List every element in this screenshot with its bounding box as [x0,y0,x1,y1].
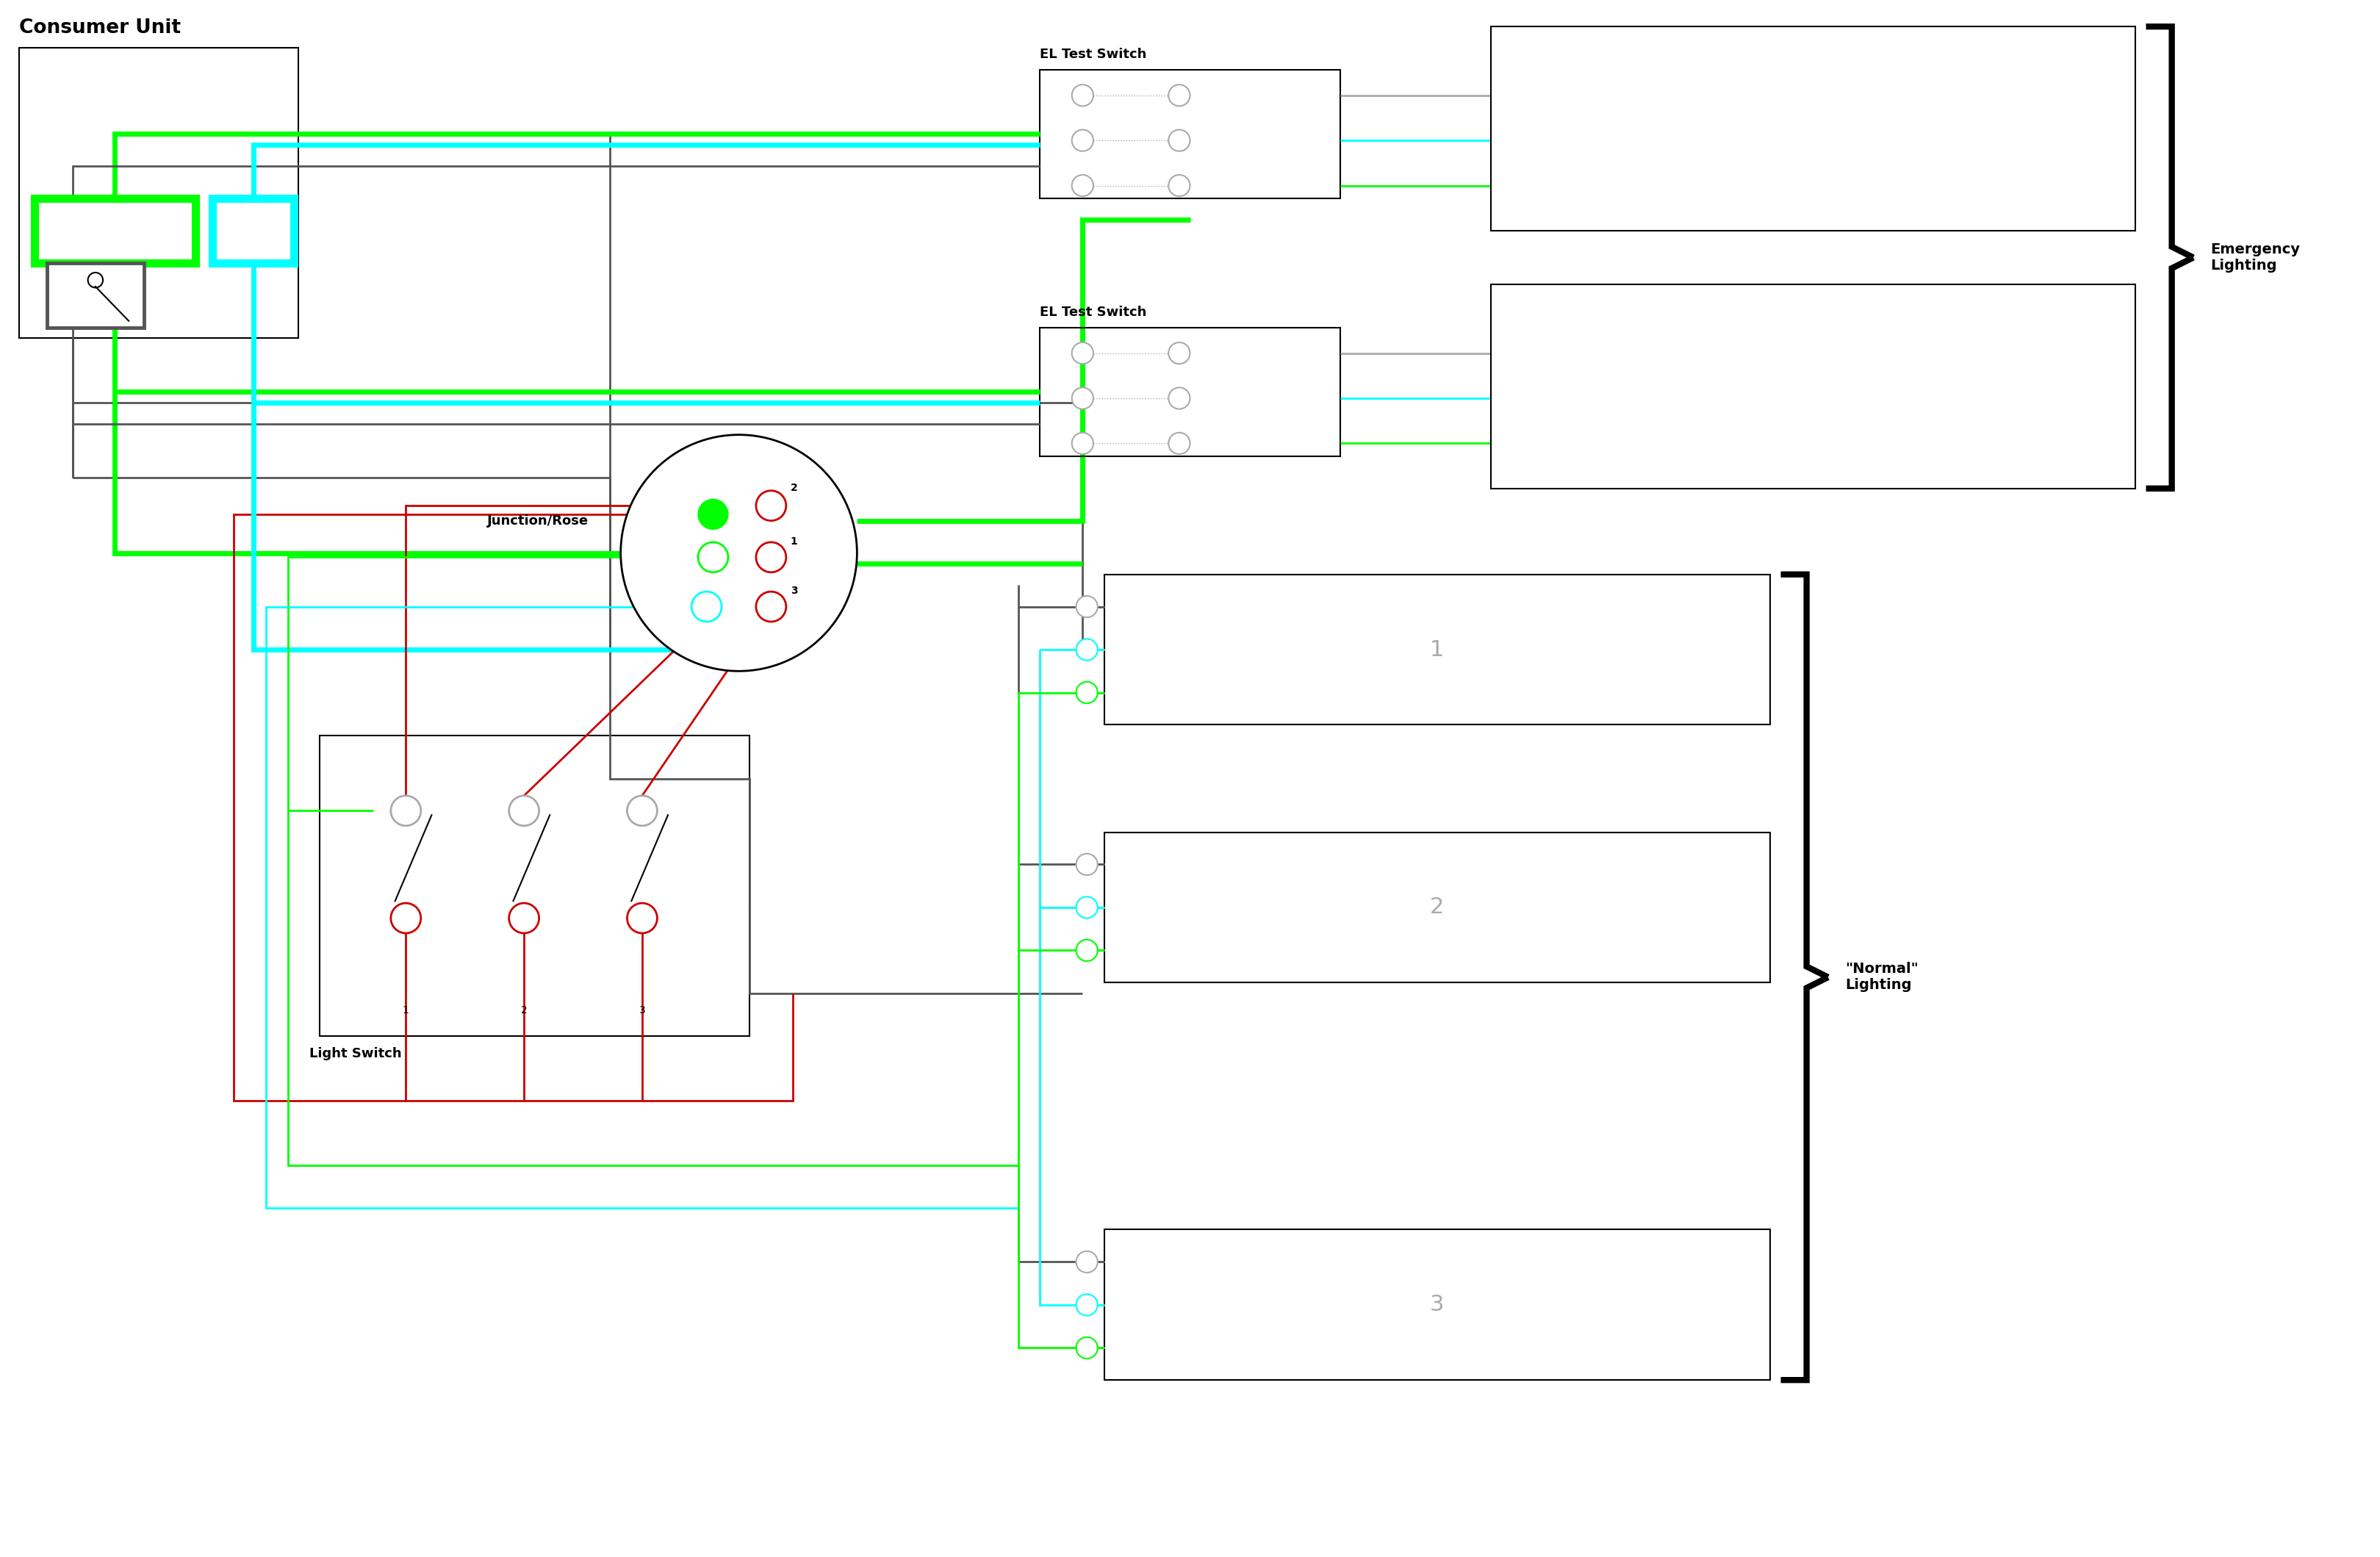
Circle shape [757,592,785,621]
Circle shape [1076,1337,1097,1359]
Circle shape [1169,129,1190,151]
Circle shape [509,796,538,825]
Bar [1104,575,1771,726]
Circle shape [1076,897,1097,919]
Circle shape [509,903,538,933]
Text: 2: 2 [790,483,797,492]
Text: Light Switch: Light Switch [309,1046,402,1060]
Circle shape [390,903,421,933]
Circle shape [1071,343,1092,364]
Circle shape [88,272,102,288]
Text: 3: 3 [1430,1294,1445,1316]
Circle shape [1071,433,1092,455]
Circle shape [626,796,657,825]
Text: EL Test Switch: EL Test Switch [1040,48,1147,61]
Bar [1040,327,1340,456]
Bar [1104,831,1771,982]
Text: Junction/Rose: Junction/Rose [488,514,588,528]
Text: 1: 1 [402,1006,409,1015]
Circle shape [1169,174,1190,196]
Circle shape [697,542,728,573]
Circle shape [1071,174,1092,196]
Text: 2: 2 [1430,897,1445,919]
Text: 2: 2 [521,1006,528,1015]
Bar [212,198,295,263]
Circle shape [1076,939,1097,961]
Bar [48,263,143,327]
Circle shape [757,542,785,573]
Circle shape [1071,388,1092,409]
Bar [19,48,297,338]
Circle shape [1169,433,1190,455]
Circle shape [697,500,728,529]
Circle shape [626,903,657,933]
Circle shape [1169,84,1190,106]
Circle shape [621,434,857,671]
Bar [1490,26,2135,230]
Text: Emergency
Lighting: Emergency Lighting [2211,243,2299,272]
Text: 1: 1 [790,536,797,547]
Text: 3: 3 [790,585,797,596]
Circle shape [1071,129,1092,151]
Text: EL Test Switch: EL Test Switch [1040,305,1147,319]
Text: 3: 3 [638,1006,645,1015]
Circle shape [1076,853,1097,875]
Circle shape [1169,388,1190,409]
Circle shape [1076,596,1097,618]
Circle shape [390,796,421,825]
Text: Consumer Unit: Consumer Unit [19,19,181,37]
Circle shape [757,542,785,573]
Bar [319,735,750,1037]
Bar [1104,1230,1771,1380]
Circle shape [693,592,721,621]
Circle shape [1076,682,1097,704]
Circle shape [1076,1252,1097,1272]
Circle shape [697,542,728,573]
Bar [1490,285,2135,489]
Circle shape [1071,84,1092,106]
Text: "Normal"
Lighting: "Normal" Lighting [1844,962,1918,992]
Bar [1040,70,1340,198]
Circle shape [757,592,785,621]
Circle shape [693,592,721,621]
Circle shape [1076,1294,1097,1316]
Bar [33,198,195,263]
Circle shape [757,490,785,520]
Text: 1: 1 [1430,638,1445,660]
Circle shape [1076,638,1097,660]
Circle shape [1169,343,1190,364]
Circle shape [757,490,785,520]
